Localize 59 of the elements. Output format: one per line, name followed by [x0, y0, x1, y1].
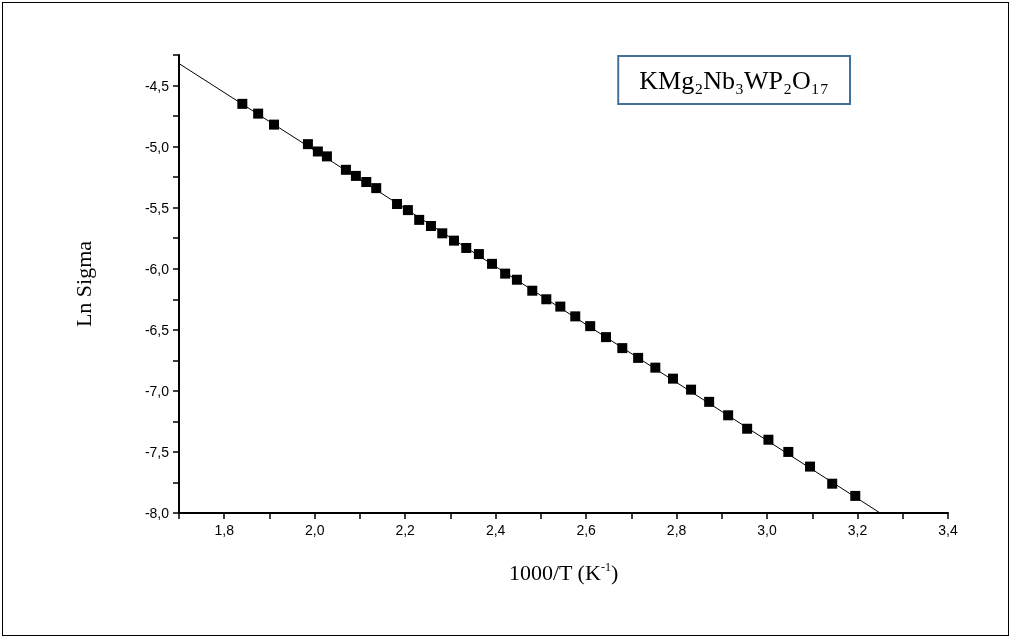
point — [302, 139, 313, 150]
point — [570, 311, 581, 322]
point — [340, 164, 351, 175]
point — [500, 268, 511, 279]
point — [361, 177, 372, 188]
y-tick-label: -8,0 — [144, 505, 170, 521]
point — [253, 108, 264, 119]
point — [527, 285, 538, 296]
point — [321, 151, 332, 162]
point — [827, 478, 838, 489]
point — [449, 235, 460, 246]
point — [667, 373, 678, 384]
point — [511, 274, 522, 285]
point — [402, 205, 413, 216]
x-tick-label: 2,4 — [485, 522, 506, 538]
point — [650, 362, 661, 373]
x-tick-label: 2,8 — [666, 522, 687, 538]
point — [487, 258, 498, 269]
point — [461, 242, 472, 253]
x-tick-label: 3,2 — [847, 522, 868, 538]
point — [371, 183, 382, 194]
point — [617, 343, 628, 354]
point — [541, 294, 552, 305]
point — [473, 249, 484, 260]
point — [742, 423, 753, 434]
y-tick-label: -6,5 — [144, 321, 170, 338]
y-tick-label: -5,0 — [144, 138, 170, 155]
x-tick-label: 3,4 — [938, 522, 958, 538]
x-tick-label: 2,2 — [395, 522, 416, 538]
annotation: KMg₂Nb₃WP₂O₁₇ — [639, 65, 830, 95]
y-axis-title: Ln Sigma — [70, 240, 96, 328]
y-tick-label: -5,5 — [144, 199, 170, 216]
point — [805, 461, 816, 472]
x-tick-label: 1,8 — [214, 522, 235, 538]
point — [350, 170, 361, 181]
point — [585, 321, 596, 332]
point — [392, 199, 403, 209]
point — [850, 490, 861, 501]
point — [601, 332, 612, 343]
point — [425, 220, 436, 231]
x-tick-label: 2,0 — [304, 522, 325, 538]
point — [763, 434, 774, 445]
point — [237, 98, 248, 109]
point — [783, 446, 794, 457]
point — [555, 301, 566, 312]
point — [723, 410, 734, 421]
y-tick-label: -7,5 — [144, 443, 170, 460]
point — [312, 146, 323, 157]
y-tick-label: -6,0 — [144, 260, 170, 277]
point — [704, 396, 715, 407]
point — [633, 352, 644, 363]
y-tick-label: -4,5 — [144, 77, 170, 94]
point — [268, 119, 279, 130]
point — [437, 228, 448, 239]
point — [686, 384, 697, 395]
point — [414, 214, 425, 225]
y-tick-label: -7,0 — [144, 382, 170, 399]
x-tick-label: 2,6 — [576, 522, 597, 538]
x-tick-label: 3,0 — [757, 522, 777, 538]
